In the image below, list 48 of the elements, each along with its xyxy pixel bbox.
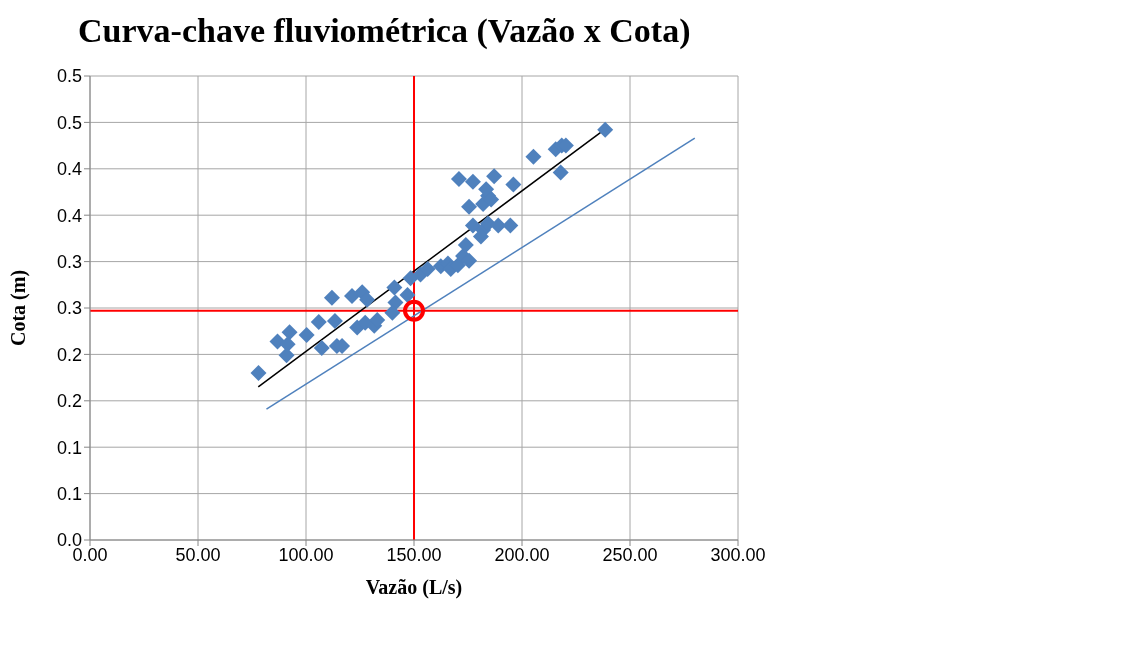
point	[387, 294, 404, 311]
point	[326, 312, 343, 329]
point	[457, 236, 474, 253]
x-tick-label: 50.00	[175, 544, 221, 565]
chart-title: Curva-chave fluviométrica (Vazão x Cota)	[78, 12, 691, 50]
x-tick-label: 100.00	[278, 544, 334, 565]
point	[250, 364, 267, 381]
point	[323, 289, 340, 306]
x-tick-label: 250.00	[602, 544, 658, 565]
y-tick-label: 0.2	[56, 391, 82, 412]
y-tick-label: 0.4	[56, 159, 82, 180]
y-tick-label: 0.1	[56, 437, 82, 458]
point	[278, 347, 295, 364]
point	[384, 304, 401, 321]
point	[505, 176, 522, 193]
point	[359, 291, 376, 308]
point	[597, 121, 614, 138]
point	[461, 198, 478, 215]
point	[269, 333, 286, 350]
y-tick-label: 0.3	[56, 298, 82, 319]
y-tick-label: 0.5	[56, 112, 82, 133]
point	[279, 336, 296, 353]
point	[399, 287, 416, 304]
point	[490, 217, 507, 234]
point	[298, 326, 315, 343]
y-tick-label: 0.5	[56, 66, 82, 87]
x-tick-label: 150.00	[386, 544, 442, 565]
y-tick-label: 0.4	[56, 205, 82, 226]
x-tick-label: 300.00	[710, 544, 766, 565]
x-tick-label: 200.00	[494, 544, 550, 565]
point	[281, 324, 298, 341]
point	[464, 217, 481, 234]
y-tick-label: 0.3	[56, 251, 82, 272]
point	[419, 261, 436, 278]
y-axis-title: Cota (m)	[7, 269, 31, 347]
point	[502, 217, 519, 234]
point	[310, 313, 327, 330]
point	[386, 279, 403, 296]
point	[313, 339, 330, 356]
point	[552, 164, 569, 181]
point	[403, 299, 425, 322]
x-axis-title: Vazão (L/s)	[365, 576, 463, 599]
point	[486, 168, 503, 185]
point	[450, 171, 467, 188]
y-tick-label: 0.2	[56, 344, 82, 365]
y-tick-label: 0.1	[56, 483, 82, 504]
point	[464, 173, 481, 190]
point	[525, 148, 542, 165]
